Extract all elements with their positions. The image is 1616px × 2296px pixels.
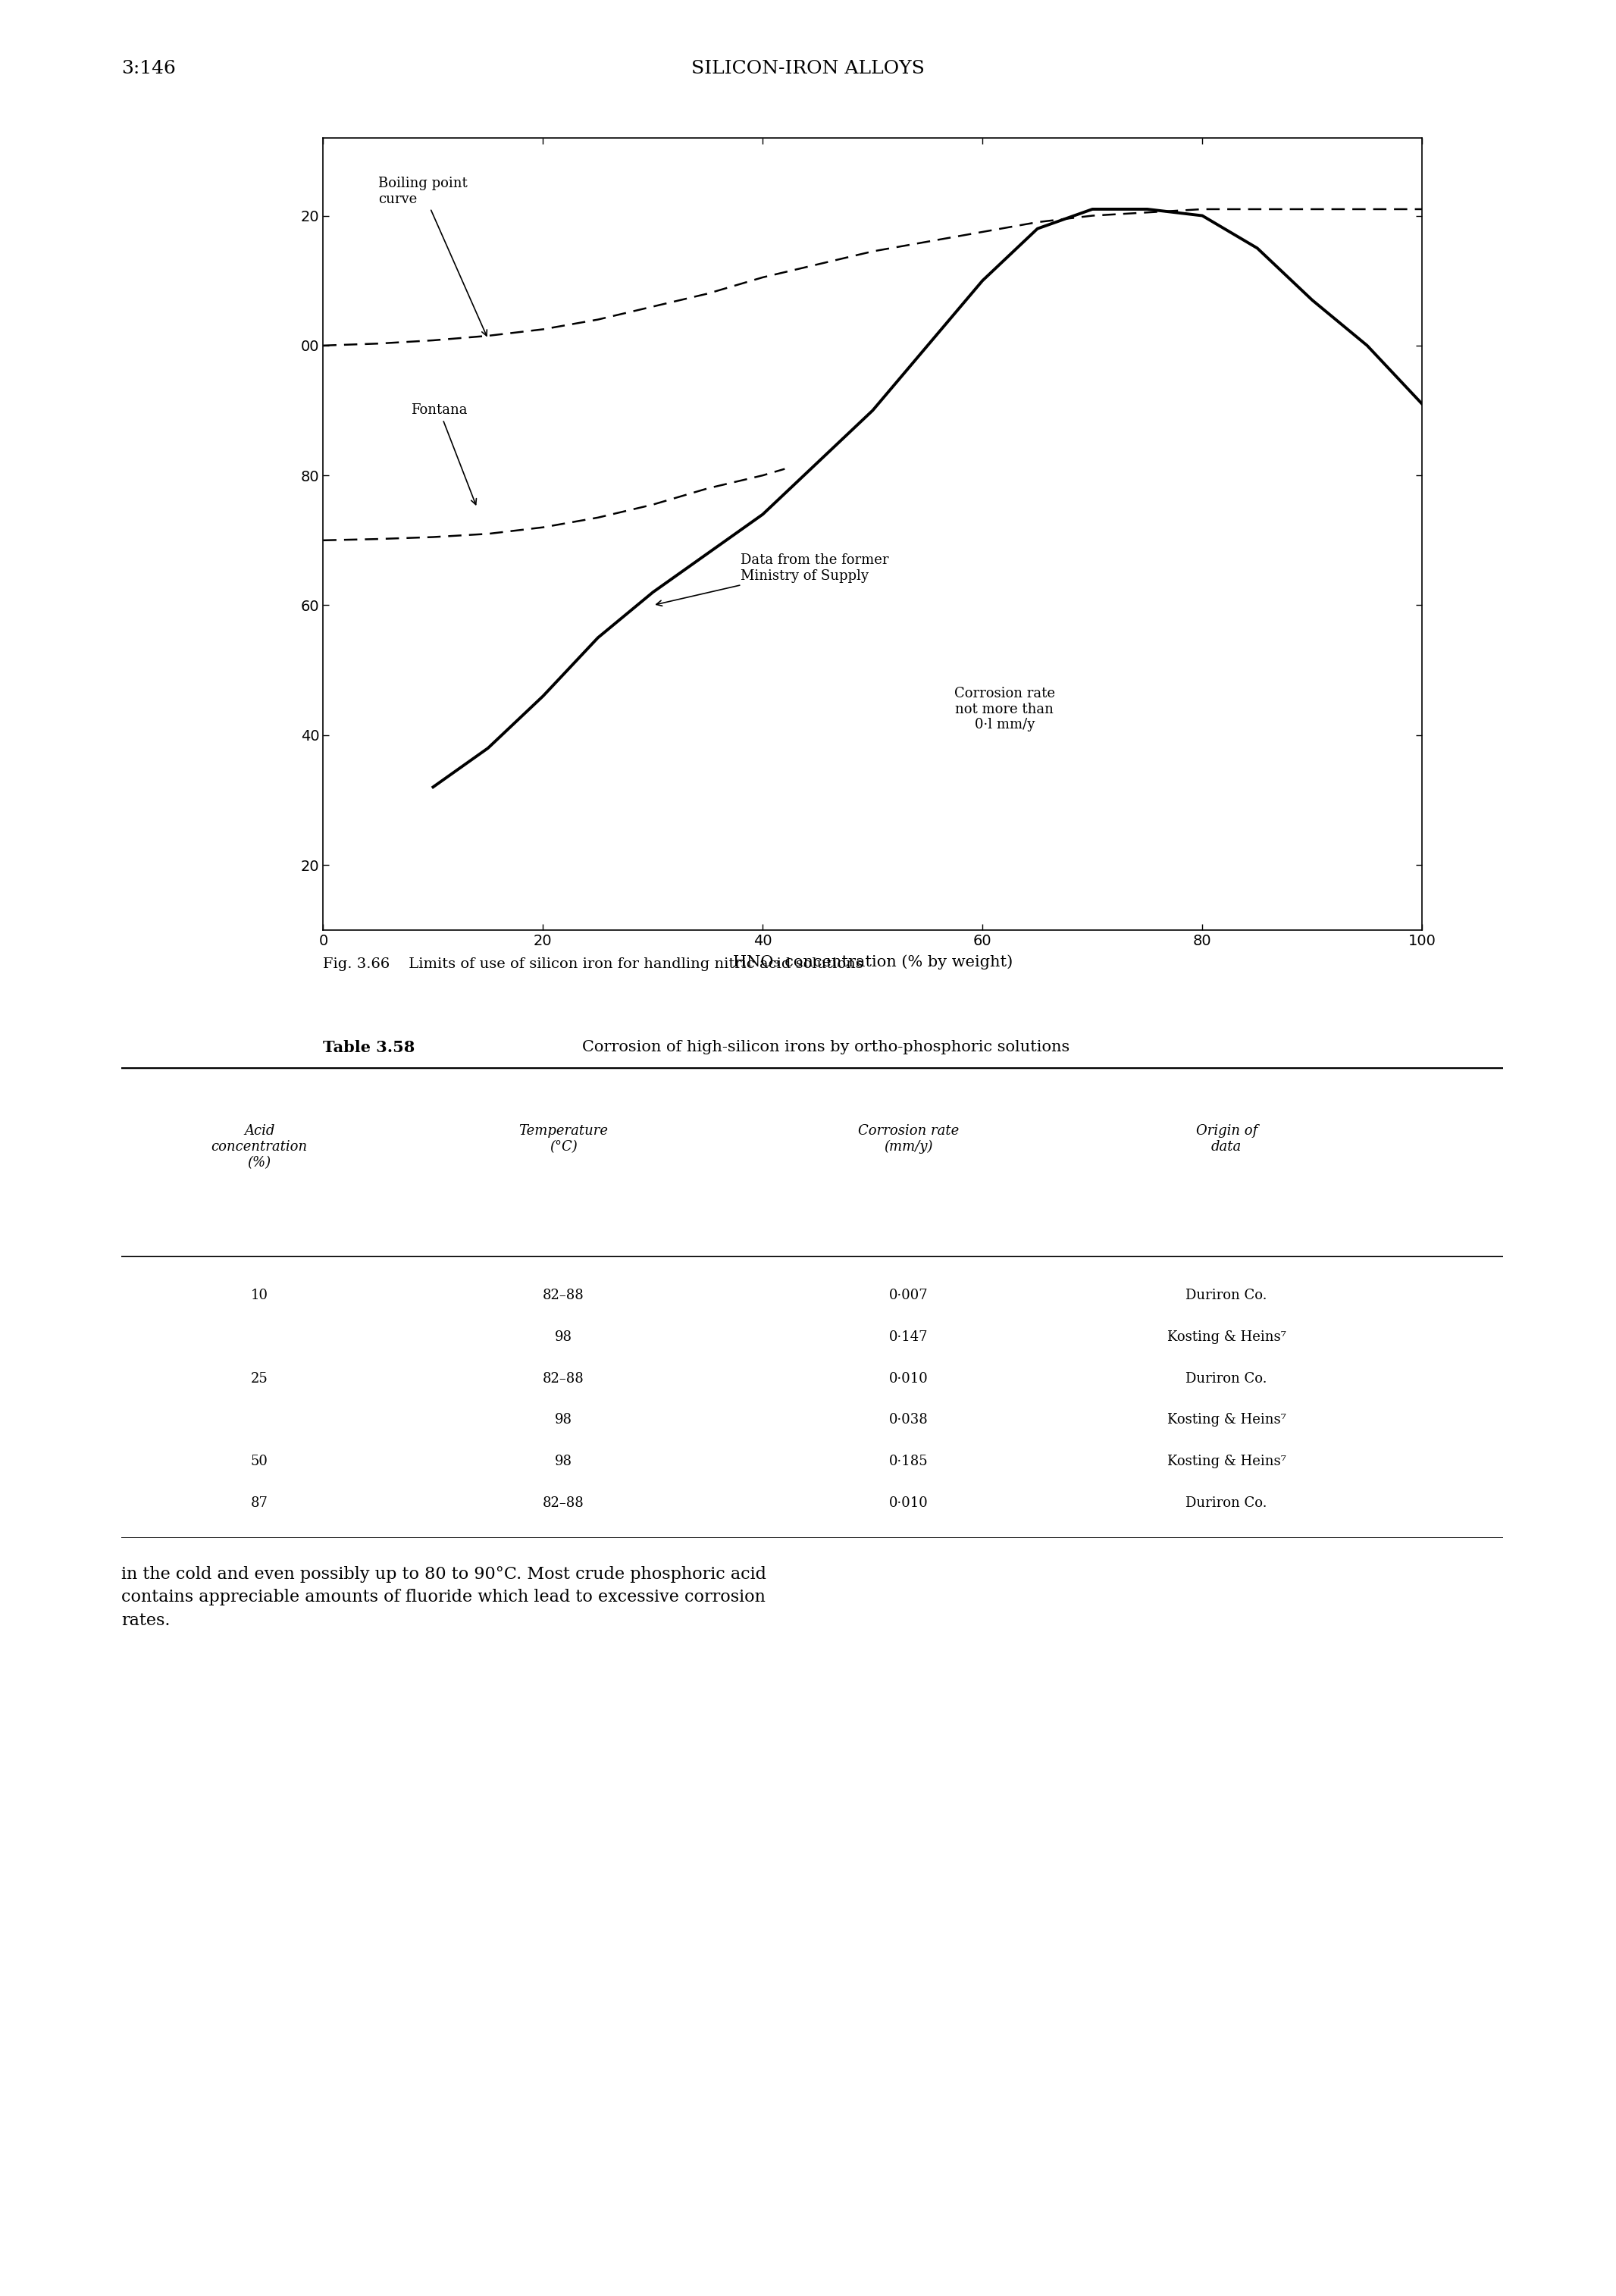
Text: 0·147: 0·147 <box>889 1329 928 1343</box>
Text: Corrosion of high-silicon irons by ortho-phosphoric solutions: Corrosion of high-silicon irons by ortho… <box>582 1040 1070 1054</box>
Text: Kosting & Heins⁷: Kosting & Heins⁷ <box>1167 1456 1286 1467</box>
Text: Fig. 3.66    Limits of use of silicon iron for handling nitric acid solutions: Fig. 3.66 Limits of use of silicon iron … <box>323 957 863 971</box>
Text: Origin of
data: Origin of data <box>1196 1125 1257 1153</box>
Text: 0·007: 0·007 <box>889 1288 928 1302</box>
Text: Corrosion rate
(mm/y): Corrosion rate (mm/y) <box>858 1125 960 1155</box>
Text: Table 3.58: Table 3.58 <box>323 1040 415 1056</box>
Text: 50: 50 <box>250 1456 268 1467</box>
Text: 0·185: 0·185 <box>889 1456 928 1467</box>
Text: 0·010: 0·010 <box>889 1497 928 1508</box>
Text: Duriron Co.: Duriron Co. <box>1186 1371 1267 1384</box>
Text: 10: 10 <box>250 1288 268 1302</box>
X-axis label: HNO₃ concentration (% by weight): HNO₃ concentration (% by weight) <box>732 955 1013 969</box>
Text: SILICON-IRON ALLOYS: SILICON-IRON ALLOYS <box>692 60 924 78</box>
Text: Corrosion rate
not more than
0·l mm/y: Corrosion rate not more than 0·l mm/y <box>953 687 1055 732</box>
Text: Duriron Co.: Duriron Co. <box>1186 1288 1267 1302</box>
Text: Fontana: Fontana <box>410 404 477 505</box>
Text: 98: 98 <box>554 1329 572 1343</box>
Text: 82–88: 82–88 <box>543 1497 583 1508</box>
Text: 82–88: 82–88 <box>543 1371 583 1384</box>
Text: 25: 25 <box>250 1371 268 1384</box>
Text: Kosting & Heins⁷: Kosting & Heins⁷ <box>1167 1412 1286 1426</box>
Text: Temperature
(°C): Temperature (°C) <box>519 1125 608 1153</box>
Text: 98: 98 <box>554 1456 572 1467</box>
Text: Duriron Co.: Duriron Co. <box>1186 1497 1267 1508</box>
Text: 0·010: 0·010 <box>889 1371 928 1384</box>
Text: 3:146: 3:146 <box>121 60 176 78</box>
Text: Data from the former
Ministry of Supply: Data from the former Ministry of Supply <box>656 553 889 606</box>
Text: Acid
concentration
(%): Acid concentration (%) <box>212 1125 307 1169</box>
Text: Kosting & Heins⁷: Kosting & Heins⁷ <box>1167 1329 1286 1343</box>
Text: 82–88: 82–88 <box>543 1288 583 1302</box>
Text: 98: 98 <box>554 1412 572 1426</box>
Text: 0·038: 0·038 <box>889 1412 928 1426</box>
Text: 87: 87 <box>250 1497 268 1508</box>
Text: Boiling point
curve: Boiling point curve <box>378 177 486 335</box>
Text: in the cold and even possibly up to 80 to 90°C. Most crude phosphoric acid
conta: in the cold and even possibly up to 80 t… <box>121 1566 766 1628</box>
